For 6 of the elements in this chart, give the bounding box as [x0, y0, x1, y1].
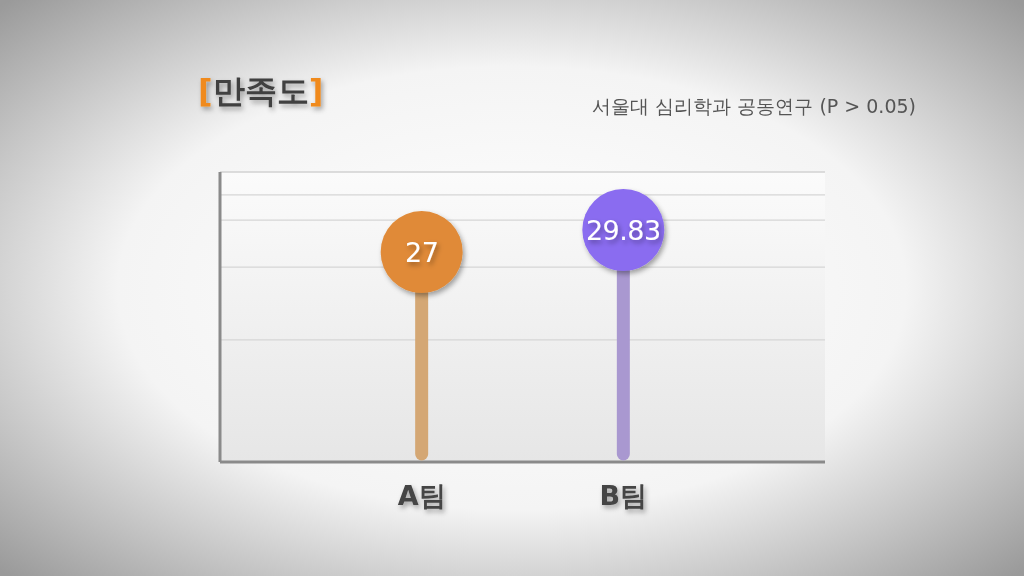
x-tick-label: B팀: [599, 480, 648, 511]
data-label: 27: [405, 237, 439, 268]
data-label: 29.83: [585, 215, 661, 246]
annotation: 서울대 심리학과 공동연구 (P > 0.05): [592, 95, 916, 117]
x-tick-label: A팀: [397, 480, 446, 511]
chart-title: [만족도]: [198, 72, 324, 110]
